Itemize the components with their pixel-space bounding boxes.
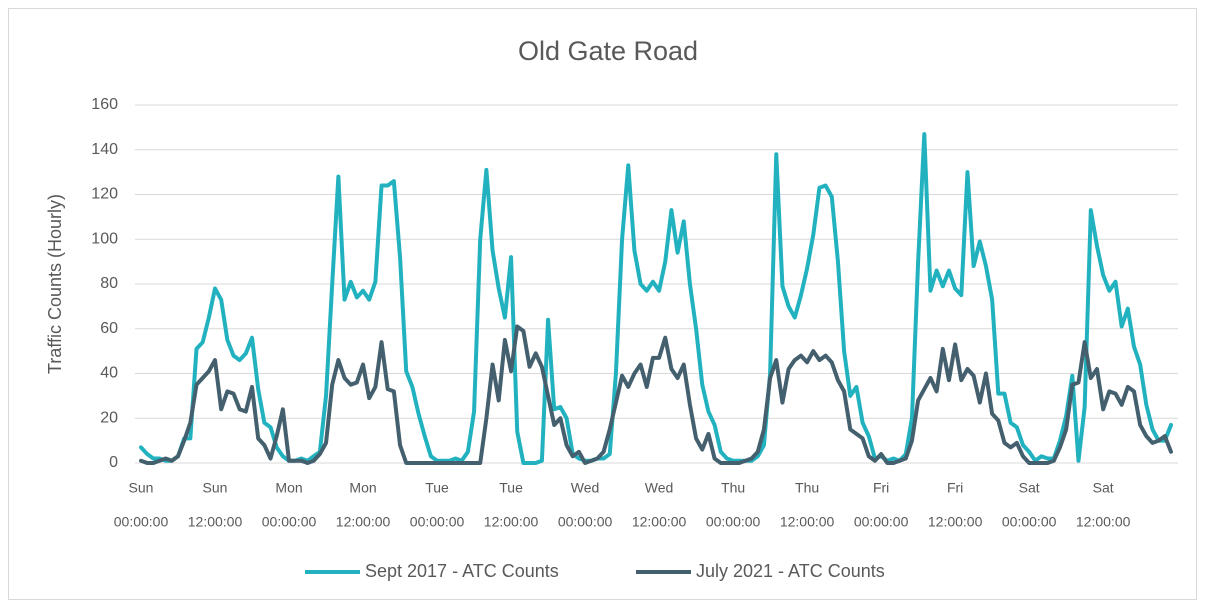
y-tick-label: 160 (91, 96, 118, 113)
x-tick-label: Fri (873, 480, 889, 496)
x-tick-label: 12:00:00 (780, 514, 835, 530)
x-tick-label: Tue (499, 480, 523, 496)
x-tick-label: Sun (129, 480, 154, 496)
x-tick-label: 00:00:00 (262, 514, 317, 530)
x-tick-label: 00:00:00 (114, 514, 169, 530)
x-tick-label: 12:00:00 (1076, 514, 1131, 530)
y-tick-label: 20 (100, 409, 118, 426)
y-tick-label: 100 (91, 230, 118, 247)
series-line (139, 132, 1173, 465)
legend-label: July 2021 - ATC Counts (696, 561, 885, 581)
x-tick-label: 00:00:00 (854, 514, 909, 530)
x-tick-label: Sun (203, 480, 228, 496)
y-tick-label: 140 (91, 141, 118, 158)
y-tick-label: 60 (100, 320, 118, 337)
x-tick-label: 00:00:00 (410, 514, 465, 530)
x-tick-label: Thu (721, 480, 745, 496)
x-tick-label: Wed (645, 480, 674, 496)
x-tick-label: 00:00:00 (558, 514, 613, 530)
x-tick-label: 12:00:00 (632, 514, 687, 530)
x-tick-label: 12:00:00 (188, 514, 243, 530)
x-tick-label: 12:00:00 (336, 514, 391, 530)
x-tick-label: Wed (571, 480, 600, 496)
x-tick-label: Thu (795, 480, 819, 496)
chart-title: Old Gate Road (518, 36, 698, 66)
x-tick-label: 00:00:00 (1002, 514, 1057, 530)
x-tick-label: Fri (947, 480, 963, 496)
x-tick-label: 12:00:00 (484, 514, 539, 530)
x-tick-label: Sat (1019, 480, 1040, 496)
x-tick-label: Mon (349, 480, 376, 496)
x-tick-label: Tue (425, 480, 449, 496)
y-tick-label: 120 (91, 186, 118, 203)
x-tick-label: 12:00:00 (928, 514, 983, 530)
legend-label: Sept 2017 - ATC Counts (365, 561, 559, 581)
y-axis-label: Traffic Counts (Hourly) (45, 194, 65, 374)
x-tick-label: Mon (275, 480, 302, 496)
y-tick-label: 80 (100, 275, 118, 292)
x-tick-label: Sat (1093, 480, 1114, 496)
chart-border (8, 8, 1197, 600)
y-tick-label: 0 (109, 454, 118, 471)
series-line (139, 324, 1173, 465)
x-tick-label: 00:00:00 (706, 514, 761, 530)
y-tick-label: 40 (100, 365, 118, 382)
